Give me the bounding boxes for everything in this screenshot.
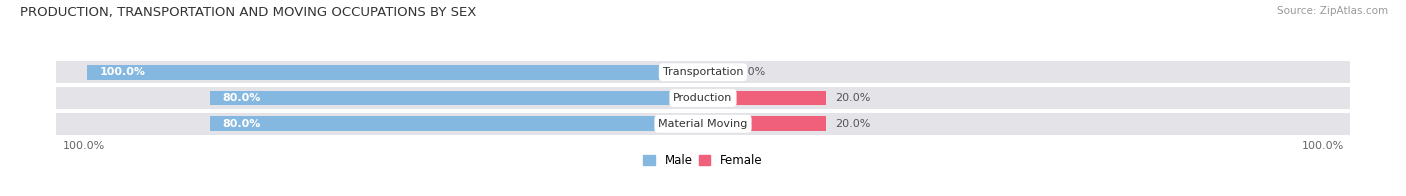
Text: Material Moving: Material Moving: [658, 119, 748, 129]
Text: Transportation: Transportation: [662, 67, 744, 77]
Text: 100.0%: 100.0%: [100, 67, 145, 77]
Bar: [56, 61, 1350, 83]
Text: 100.0%: 100.0%: [62, 141, 104, 151]
Legend: Male, Female: Male, Female: [638, 150, 768, 172]
Text: Source: ZipAtlas.com: Source: ZipAtlas.com: [1277, 6, 1388, 16]
Text: Production: Production: [673, 93, 733, 103]
Bar: [56, 113, 1350, 135]
Text: 80.0%: 80.0%: [222, 119, 262, 129]
Bar: [87, 65, 703, 80]
Text: 20.0%: 20.0%: [835, 93, 870, 103]
Bar: [211, 91, 703, 105]
Bar: [703, 91, 827, 105]
Text: 0.0%: 0.0%: [737, 67, 765, 77]
Bar: [703, 116, 827, 131]
Bar: [211, 116, 703, 131]
Bar: [56, 87, 1350, 109]
Text: 80.0%: 80.0%: [222, 93, 262, 103]
Text: PRODUCTION, TRANSPORTATION AND MOVING OCCUPATIONS BY SEX: PRODUCTION, TRANSPORTATION AND MOVING OC…: [20, 6, 477, 19]
Bar: [703, 65, 728, 80]
Text: 100.0%: 100.0%: [1302, 141, 1344, 151]
Text: 20.0%: 20.0%: [835, 119, 870, 129]
